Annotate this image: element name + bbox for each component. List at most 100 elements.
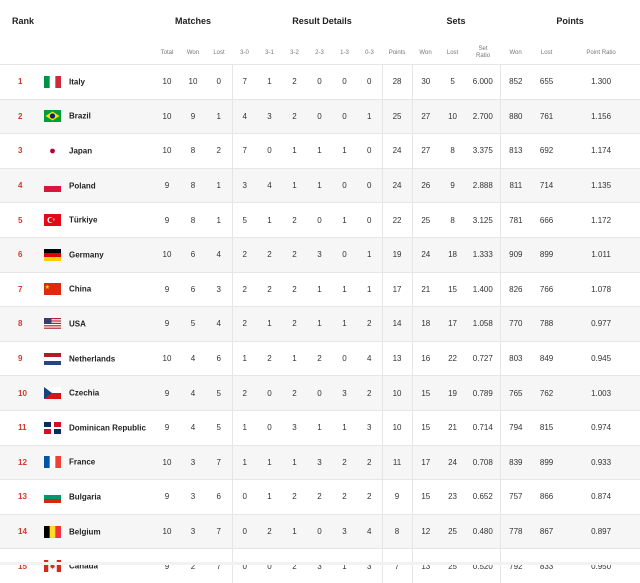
cell-sl: 25 [439, 548, 467, 583]
cell-points: 22 [382, 202, 413, 238]
cell-r32: 1 [282, 167, 308, 203]
col-set-ratio: Set Ratio [476, 46, 491, 59]
team-name[interactable]: France [69, 457, 96, 467]
team-name[interactable]: Poland [69, 181, 96, 191]
cell-r23: 1 [307, 306, 333, 342]
cell-sr: 2.888 [466, 167, 501, 203]
matches-header: Matches [175, 16, 212, 26]
cell-pl: 761 [531, 98, 563, 134]
table-row[interactable]: 4 Poland 9 8 1 3 4 1 1 0 0 24 26 9 2.888 811 714 1.135 [0, 167, 640, 203]
cell-r31: 2 [257, 513, 283, 549]
cell-r31: 3 [257, 98, 283, 134]
cell-pr: 0.977 [562, 306, 640, 342]
team-name[interactable]: Germany [69, 250, 104, 260]
team-cell[interactable]: China [44, 271, 154, 307]
cell-r23: 1 [307, 133, 333, 169]
rank-cell: 4 [0, 167, 44, 203]
cell-lost: 2 [206, 133, 233, 169]
cell-pw: 909 [500, 236, 532, 273]
cell-r30: 0 [232, 479, 258, 515]
cell-sw: 13 [412, 548, 440, 583]
cell-lost: 7 [206, 513, 233, 549]
team-name[interactable]: Netherlands [69, 354, 116, 364]
cell-r23: 3 [307, 236, 333, 273]
team-name[interactable]: Japan [69, 146, 93, 156]
team-name[interactable]: Italy [69, 77, 86, 87]
cell-won: 3 [180, 513, 206, 549]
cell-points: 24 [382, 167, 413, 203]
table-row[interactable]: 1 Italy 10 10 0 7 1 2 0 0 0 28 30 5 6.000 852 655 1.300 [0, 64, 640, 100]
cell-pw: 757 [500, 479, 532, 515]
cell-r13: 0 [332, 64, 358, 100]
team-cell[interactable]: Bulgaria [44, 479, 154, 515]
table-row[interactable]: 15 Canada 9 2 7 0 0 2 3 1 3 7 13 25 0.520 792 833 0.950 [0, 548, 640, 583]
cell-r03: 1 [357, 271, 383, 307]
rank-cell: 3 [0, 133, 44, 169]
flag-de-icon [44, 248, 61, 261]
table-row[interactable]: 9 Netherlands 10 4 6 1 2 1 2 0 4 13 16 22 0.727 803 849 0… [0, 340, 640, 376]
cell-r23: 0 [307, 513, 333, 549]
cell-r32: 2 [282, 98, 308, 134]
table-row[interactable]: 11 Dominican Republic 9 4 5 1 0 3 1 1 3 10 15 21 0.714… [0, 409, 640, 446]
cell-points: 24 [382, 133, 413, 169]
cell-r03: 2 [357, 444, 383, 480]
team-cell[interactable]: Czechia [44, 375, 154, 411]
table-row[interactable]: 2 Brazil 10 9 1 4 3 2 0 0 1 25 27 10 2.700 880 761 1.156 [0, 98, 640, 134]
cell-sl: 19 [439, 375, 467, 411]
cell-r13: 3 [332, 375, 358, 411]
rank-cell: 13 [0, 479, 44, 515]
cell-r23: 3 [307, 548, 333, 583]
team-cell[interactable]: France [44, 444, 154, 480]
cell-sw: 15 [412, 409, 440, 446]
team-cell[interactable]: Dominican Republic [44, 409, 154, 446]
cell-sr: 3.375 [466, 133, 501, 169]
cell-points: 13 [382, 340, 413, 376]
team-cell[interactable]: Germany [44, 236, 154, 273]
team-cell[interactable]: Brazil [44, 98, 154, 134]
table-row[interactable]: 3 Japan 10 8 2 7 0 1 1 1 0 24 27 8 3.375 813 692 1.174 [0, 133, 640, 169]
cell-r13: 3 [332, 513, 358, 549]
cell-r32: 2 [282, 375, 308, 411]
col-0-3: 0-3 [365, 49, 374, 56]
team-name[interactable]: Dominican Republic [69, 423, 146, 433]
table-row[interactable]: 12 France 10 3 7 1 1 1 3 2 2 11 17 24 0.708 839 899 0.933 [0, 444, 640, 480]
table-row[interactable]: 10 Czechia 9 4 5 2 0 2 0 3 2 10 15 19 0.789 765 762 1.003 [0, 375, 640, 411]
cell-sl: 8 [439, 133, 467, 169]
cell-points: 17 [382, 271, 413, 307]
table-row[interactable]: 13 Bulgaria 9 3 6 0 1 2 2 2 2 9 15 23 0.652 757 866 0.874 [0, 479, 640, 515]
team-name[interactable]: Bulgaria [69, 492, 102, 502]
cell-sr: 6.000 [466, 64, 501, 100]
rank-cell: 12 [0, 444, 44, 480]
team-name[interactable]: USA [69, 319, 86, 329]
team-cell[interactable]: USA [44, 306, 154, 342]
cell-pl: 899 [531, 236, 563, 273]
cell-pr: 0.974 [562, 409, 640, 446]
cell-won: 4 [180, 409, 206, 446]
table-row[interactable]: 8 USA 9 5 4 2 1 2 1 1 2 14 18 17 1.058 770 788 0.977 [0, 306, 640, 342]
table-row[interactable]: 6 Germany 10 6 4 2 2 2 3 0 1 19 24 18 1.333 909 899 1.011 [0, 236, 640, 273]
team-name[interactable]: China [69, 284, 92, 294]
table-row[interactable]: 7 China 9 6 3 2 2 2 1 1 1 17 21 15 1.400 826 766 1.078 [0, 271, 640, 307]
cell-pw: 813 [500, 133, 532, 169]
result-details-header: Result Details [292, 16, 352, 26]
team-name[interactable]: Belgium [69, 527, 101, 537]
team-cell[interactable]: Italy [44, 64, 154, 100]
col-3-2: 3-2 [290, 49, 299, 56]
flag-fr-icon [44, 456, 61, 469]
cell-r03: 1 [357, 236, 383, 273]
team-cell[interactable]: Canada [44, 548, 154, 583]
cell-r03: 0 [357, 133, 383, 169]
team-cell[interactable]: Japan [44, 133, 154, 169]
team-name[interactable]: Czechia [69, 388, 100, 398]
team-name[interactable]: Türkiye [69, 215, 98, 225]
team-cell[interactable]: Netherlands [44, 340, 154, 376]
table-row[interactable]: 14 Belgium 10 3 7 0 2 1 0 3 4 8 12 25 0.480 778 867 0.897 [0, 513, 640, 549]
flag-it-icon [44, 75, 61, 88]
team-cell[interactable]: Belgium [44, 513, 154, 549]
team-cell[interactable]: Poland [44, 167, 154, 203]
flag-jp-icon [44, 144, 61, 157]
team-cell[interactable]: Türkiye [44, 202, 154, 238]
team-name[interactable]: Brazil [69, 111, 91, 121]
table-row[interactable]: 5 Türkiye 9 8 1 5 1 2 0 1 0 22 25 8 3.125 781 666 1.172 [0, 202, 640, 238]
cell-pl: 788 [531, 306, 563, 342]
